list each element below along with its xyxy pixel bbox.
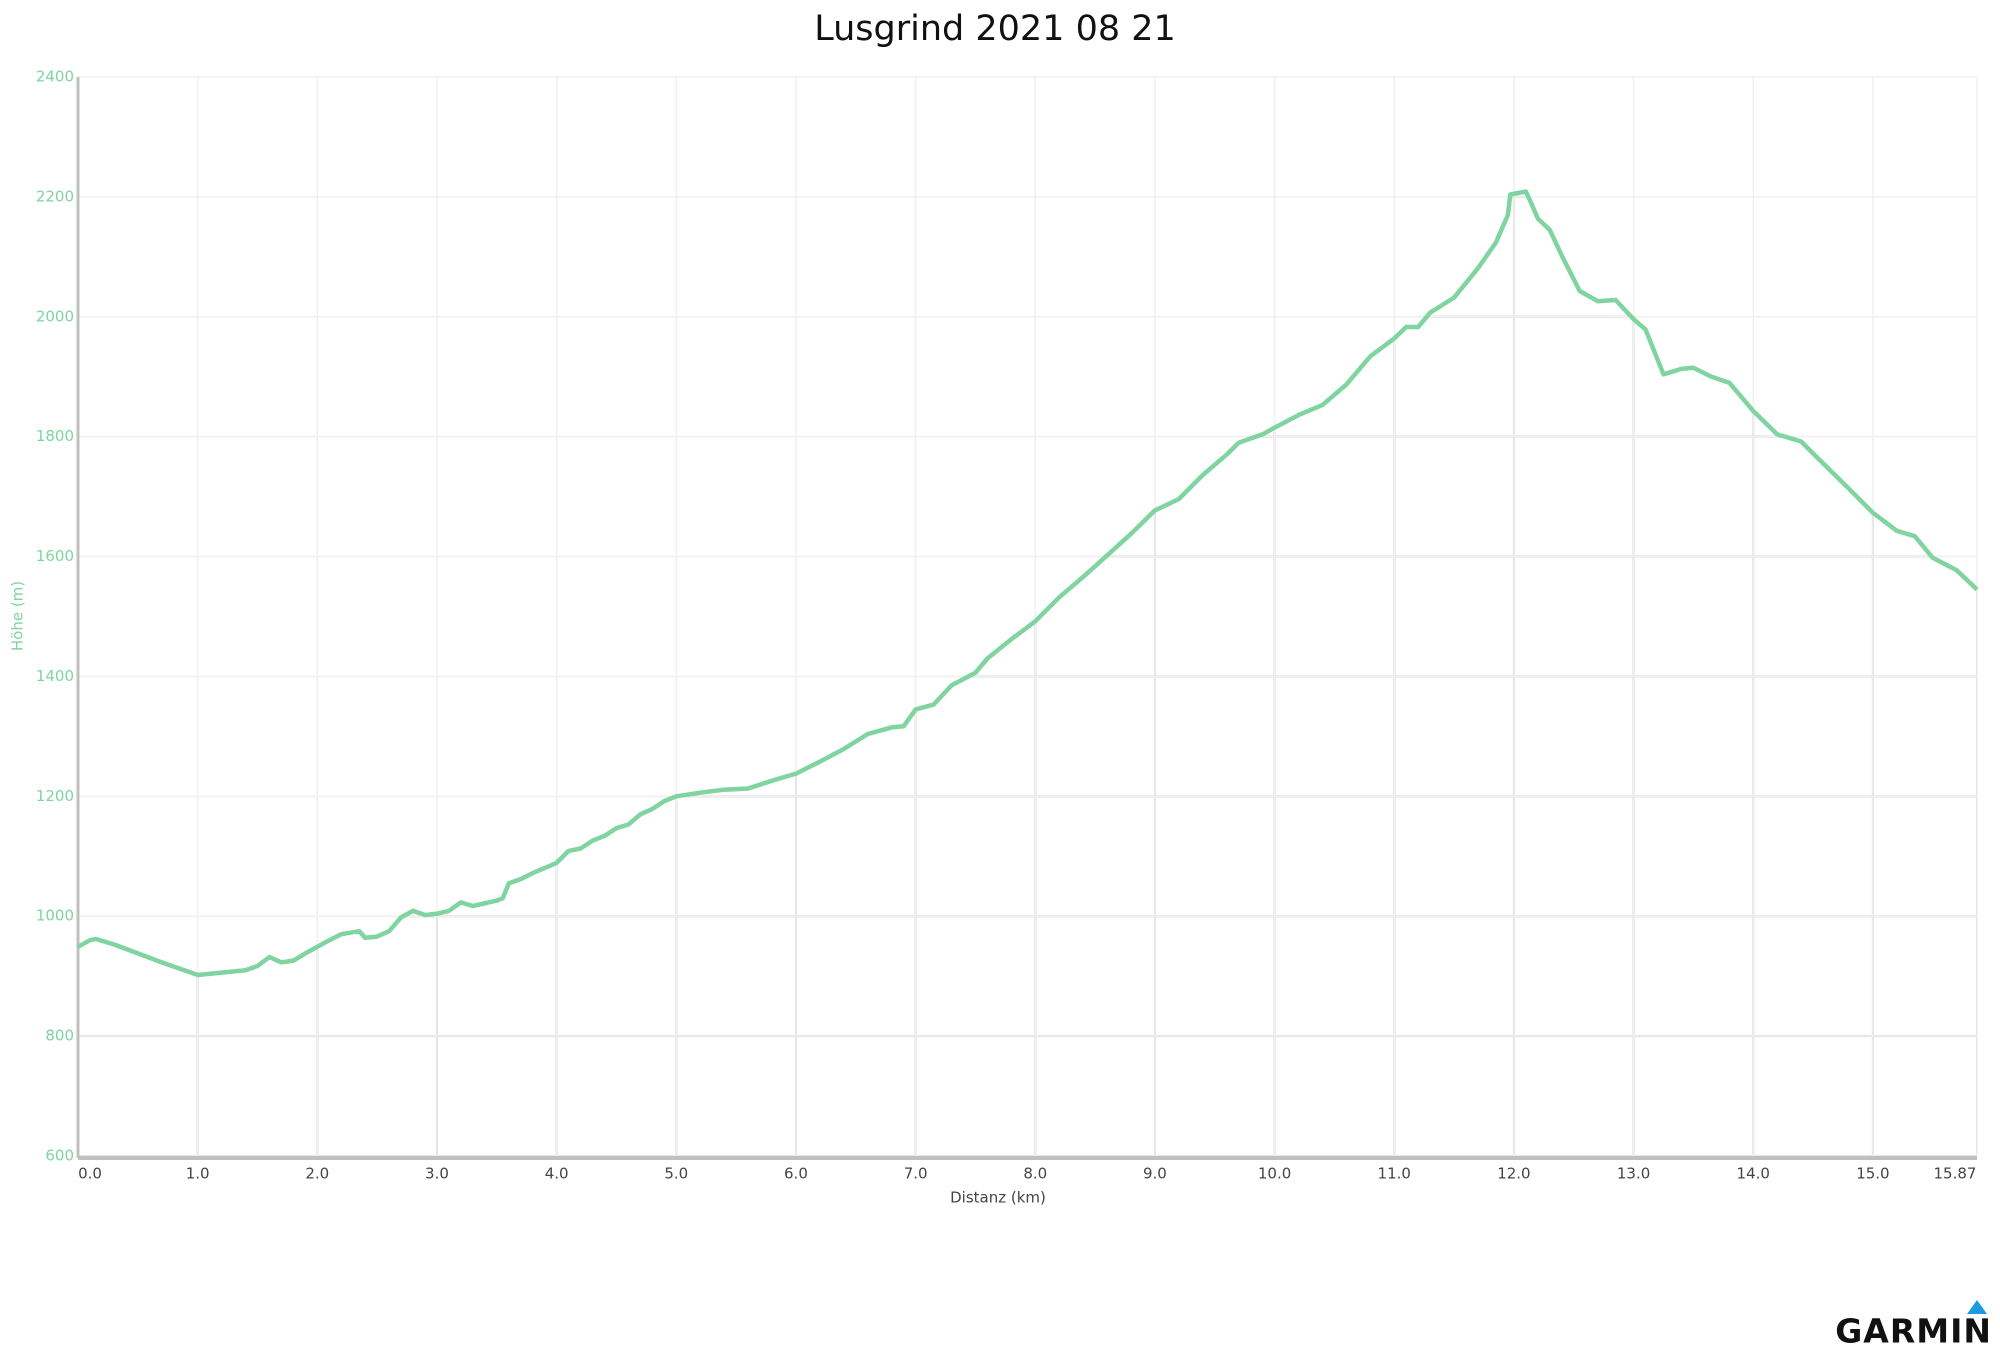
elevation-line [76, 189, 1979, 978]
y-tick-label: 600 [45, 1147, 74, 1165]
grid-under-curve [78, 191, 1977, 1156]
y-tick-label: 2000 [36, 307, 74, 325]
x-tick-label: 0.0 [78, 1165, 102, 1183]
x-tick-label: 8.0 [1023, 1165, 1047, 1183]
y-tick-label: 1600 [36, 547, 74, 565]
x-tick-label: 4.0 [545, 1165, 569, 1183]
x-tick-label: 15.87 [1934, 1165, 1977, 1183]
x-axis-title: Distanz (km) [950, 1189, 1046, 1207]
y-tick-label: 1200 [36, 787, 74, 805]
y-tick-label: 800 [45, 1027, 74, 1045]
y-tick-label: 2400 [36, 68, 74, 86]
x-tick-label: 9.0 [1143, 1165, 1167, 1183]
y-tick-label: 1800 [36, 427, 74, 445]
y-tick-label: 2200 [36, 187, 74, 205]
x-tick-label: 15.0 [1856, 1165, 1889, 1183]
y-axis-title: Höhe (m) [9, 581, 27, 651]
chart-title: Lusgrind 2021 08 21 [814, 9, 1176, 49]
x-tick-label: 2.0 [305, 1165, 329, 1183]
x-tick-label: 12.0 [1497, 1165, 1530, 1183]
x-tick-label: 5.0 [664, 1165, 688, 1183]
x-tick-label: 7.0 [904, 1165, 928, 1183]
x-tick-label: 11.0 [1378, 1165, 1411, 1183]
logo-triangle [1967, 1300, 1987, 1314]
x-tick-label: 14.0 [1737, 1165, 1770, 1183]
x-tick-label: 1.0 [186, 1165, 210, 1183]
x-tick-label: 10.0 [1258, 1165, 1291, 1183]
x-tick-label: 6.0 [784, 1165, 808, 1183]
y-tick-label: 1000 [36, 907, 74, 925]
y-tick-label: 1400 [36, 667, 74, 685]
x-tick-label: 3.0 [425, 1165, 449, 1183]
x-tick-label: 13.0 [1617, 1165, 1650, 1183]
watermark: GARMIN [1835, 1312, 1992, 1346]
